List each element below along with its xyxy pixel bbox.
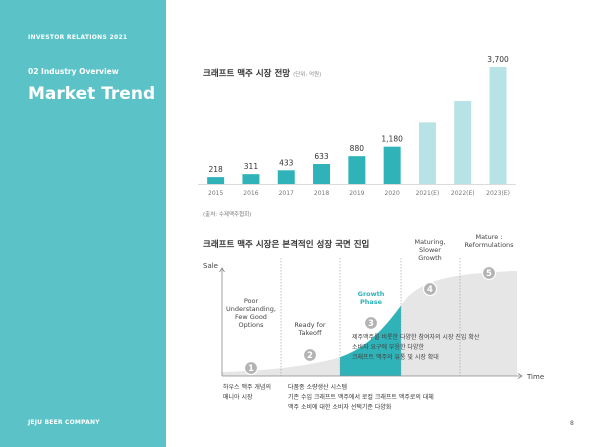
- y-axis-label: Sale: [203, 262, 218, 270]
- x-axis-label: Time: [526, 373, 544, 381]
- stage-marker: [481, 265, 497, 281]
- bar-category-label: 2018: [314, 190, 329, 197]
- company-name: JEJU BEER COMPANY: [28, 419, 100, 426]
- stage-description: 기존 수입 크래프트 맥주에서 로컬 크래프트 맥주로의 대체: [288, 393, 434, 401]
- bar: [489, 67, 507, 184]
- bar-category-label: 2020: [385, 190, 400, 197]
- bar-chart: 218 2015 311 2016 433 2017 633 2018 880 2019 1,180…: [198, 55, 516, 197]
- stage-label: Growth: [418, 254, 442, 262]
- bar-chart-unit: (단위: 억원): [293, 72, 322, 78]
- bar: [277, 170, 295, 184]
- y-axis-arrow: [219, 267, 225, 273]
- bar-value-label: 311: [244, 162, 259, 171]
- stage-description: 제주맥주를 비롯한 다양한 참여자의 시장 진입 확산: [352, 333, 480, 341]
- bar-chart-title: 크래프트 맥주 시장 전망 (단위: 억원): [203, 67, 321, 79]
- bar-category-label: 2019: [349, 190, 364, 197]
- stage-marker: [363, 315, 379, 331]
- stage-marker: [243, 360, 259, 376]
- report-label: INVESTOR RELATIONS 2021: [28, 34, 128, 41]
- stage-label: Maturing,: [414, 238, 445, 246]
- stage-description: 맥주 소비에 대한 소비자 선택기준 다양화: [288, 403, 392, 411]
- stage-description: 매니아 시장: [223, 393, 253, 401]
- bar-category-label: 2022(E): [451, 190, 475, 197]
- stage-label: Ready for: [294, 321, 326, 329]
- stage-marker: [422, 281, 438, 297]
- stage-number: 4: [427, 285, 433, 295]
- page-title: Market Trend: [28, 84, 156, 104]
- stage-label: Few Good: [235, 313, 267, 321]
- bar-value-label: 633: [314, 152, 329, 161]
- stage-label: Reformulations: [464, 241, 514, 249]
- stage-description: 하우스 맥주 개념의: [223, 383, 271, 391]
- bar: [383, 146, 401, 184]
- bar-value-label: 1,180: [381, 135, 403, 144]
- stage-marker: [302, 347, 318, 363]
- stage-label: Options: [238, 321, 264, 329]
- growth-curve-area: [222, 271, 517, 376]
- page-number: 8: [570, 420, 574, 427]
- sidebar: INVESTOR RELATIONS 2021 02 Industry Over…: [0, 0, 166, 447]
- bar-category-label: 2023(E): [486, 190, 510, 197]
- stage-label: Takeoff: [298, 329, 322, 337]
- bar-category-label: 2016: [243, 190, 258, 197]
- stage-description: 다품종 소량생산 시스템: [288, 383, 347, 391]
- growth-phase-area: [340, 305, 401, 376]
- stage-label: Phase: [360, 298, 383, 306]
- stage-number: 1: [248, 364, 254, 374]
- bar-value-label: 218: [208, 165, 223, 174]
- stage-label: Understanding,: [226, 305, 276, 313]
- bar: [454, 101, 472, 184]
- bar: [313, 163, 331, 184]
- stage-label: Growth: [358, 290, 385, 298]
- stage-number: 2: [307, 351, 313, 361]
- section-label: 02 Industry Overview: [28, 67, 119, 76]
- bar-value-label: 433: [279, 158, 294, 167]
- bar: [242, 174, 260, 184]
- x-axis-arrow: [517, 373, 523, 379]
- stage-label: Mature :: [475, 233, 502, 241]
- bar-chart-source: (출처: 수제맥주협회): [203, 212, 252, 218]
- lifecycle-chart-title: 크래프트 맥주 시장은 본격적인 성장 국면 진입: [203, 240, 370, 250]
- stage-number: 3: [368, 319, 374, 329]
- bar-value-label: 880: [350, 144, 365, 153]
- bar: [348, 156, 366, 184]
- stage-number: 5: [486, 269, 492, 279]
- stage-description: 소비자 요구에 부응한 다양한: [352, 343, 424, 351]
- bar: [207, 177, 225, 184]
- bar-category-label: 2017: [279, 190, 294, 197]
- bar-value-label: 3,700: [487, 55, 509, 64]
- bar-chart-title-text: 크래프트 맥주 시장 전망: [203, 69, 291, 79]
- bar: [418, 122, 436, 184]
- bar-category-label: 2021(E): [416, 190, 440, 197]
- stage-description: 크래프트 맥주의 유통 및 시장 확대: [352, 353, 439, 361]
- stage-label: Poor: [244, 297, 259, 305]
- stage-label: Slower: [419, 246, 441, 254]
- bar-category-label: 2015: [208, 190, 223, 197]
